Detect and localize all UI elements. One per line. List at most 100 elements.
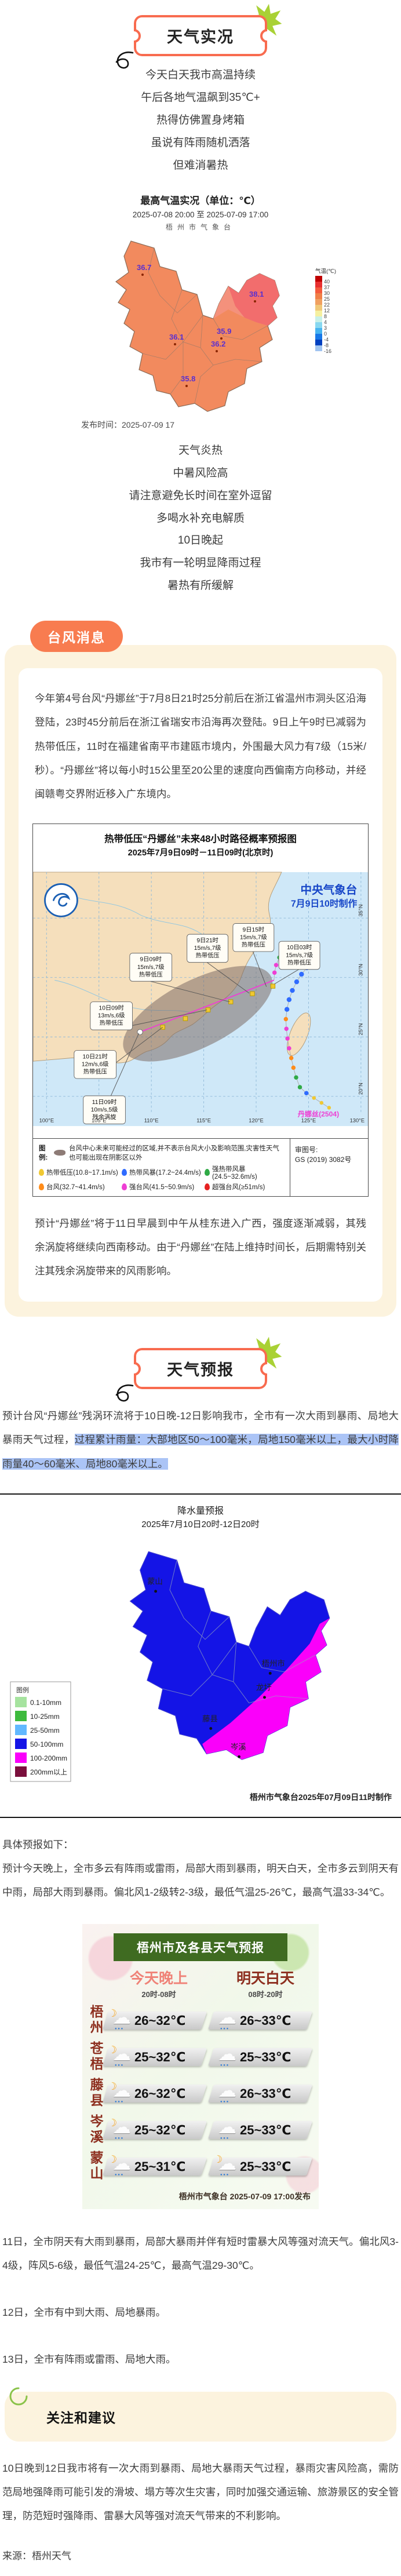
table-row: 岑溪 25~32℃ 25~33℃ — [82, 2114, 319, 2145]
advice-paragraph: 10日晚到12日我市将有一次大雨到暴雨、局地大暴雨天气过程，暴雨灾害风险高，需防… — [2, 2462, 399, 2522]
intro-line: 午后各地气温飙到35℃+ — [141, 91, 260, 104]
live-weather-badge: 天气实况 — [115, 15, 267, 69]
heat-line: 请注意避免长时间在室外逗留 — [129, 489, 272, 502]
svg-text:100°E: 100°E — [39, 1117, 54, 1123]
day-temp: 25~33℃ — [240, 2049, 291, 2064]
sts-dot-icon — [205, 1168, 210, 1176]
section-title-forecast: 天气预报 — [134, 1348, 267, 1390]
svg-text:115°E: 115°E — [196, 1117, 211, 1123]
svg-text:110°E: 110°E — [144, 1117, 159, 1123]
typhoon-paragraph-1: 今年第4号台风“丹娜丝”于7月8日21时25分前后在浙江省温州市洞头区沿海登陆，… — [35, 693, 366, 800]
ticket-notch — [134, 28, 141, 43]
legend-tick: 40 — [324, 278, 330, 285]
intro-line: 虽说有阵雨随机洒落 — [151, 136, 250, 149]
ticket-notch — [260, 28, 267, 43]
callout-wind: 10m/s,5级 — [91, 1106, 118, 1113]
moon-cloud-rain-icon — [105, 2085, 134, 2103]
source-credit: 来源：梧州天气 — [2, 2550, 71, 2562]
temp-map-publish-time: 发布时间：2025-07-09 17 — [81, 420, 175, 429]
temp-value: 36.2 — [211, 340, 225, 348]
legend-tick: 0 — [324, 330, 327, 337]
callout-type: 热带低压 — [287, 959, 311, 966]
temp-legend: 气温(℃) 40 37 30 25 22 12 8 4 3 0 -4 -8 -1… — [315, 267, 336, 354]
cma-logo-icon — [44, 883, 78, 917]
callout-time: 10日03时 — [287, 944, 312, 951]
callout-time: 11日09时 — [92, 1099, 117, 1106]
latitude-ticks: 35°N 30°N 25°N 20°N — [358, 904, 364, 1094]
typhoon-point-callouts: 10日03时 15m/s,7级 热带低压 9日15时 15m/s,7级 热带低压 — [74, 923, 320, 1124]
advice-panel: 关注和建议 — [5, 2387, 396, 2442]
section-title-live: 天气实况 — [134, 15, 267, 56]
forecast-day12: 12日，全市有中到大雨、局地暴雨。 — [2, 2307, 166, 2319]
table-row: 藤县 26~32℃ 26~33℃ — [82, 2078, 319, 2109]
green-curl-icon — [9, 2387, 28, 2405]
callout-10d09: 10日09时 13m/s,6级 热带低压 — [90, 1001, 133, 1030]
cma-agency-name: 中央气象台 — [301, 883, 358, 897]
probability-cone — [123, 965, 273, 1062]
typhoon-track-map: 热带低压“丹娜丝”未来48小时路径概率预报图 2025年7月9日09时－11日0… — [32, 823, 369, 1197]
cloud-rain-icon — [211, 2085, 240, 2103]
col-tonight-label: 今天晚上 — [129, 1970, 188, 1987]
callout-time: 9日21时 — [196, 937, 218, 944]
col-tomorrow-label: 明天白天 — [236, 1970, 294, 1987]
callout-10d21: 10日21时 12m/s,6级 热带低压 — [74, 1050, 117, 1079]
legend-tick: 8 — [324, 313, 327, 319]
legend-tick: -8 — [324, 342, 329, 348]
station-values: 36.7 38.1 35.9 36.2 36.1 35.8 — [137, 263, 264, 383]
table-publish-time: 梧州市气象台 2025-07-09 17:00发布 — [178, 2192, 311, 2201]
forecast-track-line — [140, 979, 275, 1033]
city-label: 蒙山 — [147, 1577, 163, 1586]
day-temp: 26~33℃ — [240, 2086, 291, 2100]
cloud-rain-icon — [211, 2012, 240, 2030]
callout-type: 热带低压 — [83, 1068, 107, 1076]
table-row: 蒙山 25~31℃ 25~33℃ — [82, 2151, 319, 2182]
legend-item: 强台风(41.5~50.9m/s) — [129, 1183, 195, 1191]
heat-line: 多喝水补充电解质 — [156, 512, 245, 524]
forecast-day11: 11日，全市阴天有大雨到暴雨，局部大暴雨并伴有短时雷暴大风等强对流天气。偏北风3… — [2, 2236, 399, 2272]
legend-tick: 12 — [324, 307, 330, 314]
callout-wind: 15m/s,7级 — [286, 952, 313, 959]
legend-tick: 37 — [324, 284, 330, 290]
svg-text:120°E: 120°E — [249, 1117, 263, 1123]
typhoon-map-subtitle: 2025年7月9日09时－11日09时(北京时) — [127, 848, 274, 858]
section-title-typhoon: 台风消息 — [30, 621, 123, 653]
night-temp: 26~32℃ — [134, 2086, 186, 2100]
track-endpoint — [137, 1029, 143, 1035]
row-city-name: 岑溪 — [88, 2114, 103, 2145]
rain-map-period: 2025年7月10日20时-12日20时 — [141, 1519, 260, 1529]
svg-text:20°N: 20°N — [358, 1083, 364, 1095]
rain-map-title: 降水量预报 — [177, 1506, 224, 1516]
district-borders — [142, 247, 268, 403]
rain-district-borders — [162, 1560, 316, 1703]
city-label: 龙圩 — [256, 1683, 272, 1692]
moon-cloud-rain-icon — [211, 2158, 240, 2176]
super-ty-dot-icon — [205, 1183, 210, 1190]
ty-dot-icon — [39, 1183, 44, 1190]
typhoon-map-title: 热带低压“丹娜丝”未来48小时路径概率预报图 — [104, 833, 297, 844]
moon-cloud-rain-icon — [105, 2048, 134, 2066]
callout-9d21: 9日21时 15m/s,7级 热带低压 — [187, 934, 229, 963]
ticket-notch — [260, 1361, 267, 1376]
temp-value: 36.1 — [169, 333, 184, 341]
callout-wind: 13m/s,6级 — [98, 1012, 125, 1019]
forecast-badge: 天气预报 — [115, 1348, 267, 1402]
ticket-notch — [134, 1361, 141, 1376]
typhoon-panel: 今年第4号台风“丹娜丝”于7月8日21时25分前后在浙江省温州市洞头区沿海登陆，… — [5, 645, 396, 1317]
typhoon-map-graphic: 中央气象台 7月9日10时制作 — [32, 872, 368, 1126]
svg-text:130°E: 130°E — [350, 1117, 364, 1123]
intro-lines: 今天白天我市高温持续 午后各地气温飙到35℃+ 热得仿佛置身烤箱 虽说有阵雨随机… — [0, 64, 401, 177]
svg-text:25°N: 25°N — [358, 1023, 364, 1036]
legend-item: 热带低压(10.8~17.1m/s) — [46, 1169, 118, 1176]
callout-time: 10日21时 — [83, 1053, 108, 1060]
svg-text:125°E: 125°E — [301, 1117, 316, 1123]
callout-9d09: 10日03时 15m/s,7级 热带低压 — [278, 941, 320, 970]
night-temp: 25~32℃ — [134, 2049, 186, 2064]
temp-value: 36.7 — [137, 263, 151, 272]
callout-11d09: 11日09时 10m/s,5级 残余涡旋 — [83, 1095, 126, 1124]
cma-logo-swirl — [53, 892, 71, 907]
detail-tonight: 预计今天晚上，全市多云有阵雨或雷雨，局部大雨到暴雨，明天白天，全市多云到阴天有中… — [2, 1862, 399, 1898]
heat-line: 天气炎热 — [178, 444, 223, 457]
cone-glyph-icon — [54, 1149, 66, 1156]
rain-legend: 图例 0.1-10mm 10-25mm 25-50mm 50-100mm 100… — [10, 1681, 71, 1782]
curl-doodle-icon — [115, 51, 134, 69]
